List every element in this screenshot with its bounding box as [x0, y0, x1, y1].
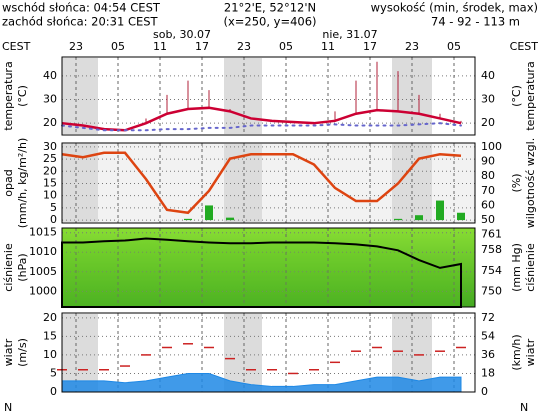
night-band — [62, 58, 98, 134]
coordinates: 21°2'E, 52°12'N — [224, 1, 316, 15]
y2-tick-label: 50 — [481, 213, 495, 226]
y2-tick-label: 40 — [481, 69, 495, 82]
y-tick-label: 20 — [43, 311, 57, 324]
night-band — [224, 58, 262, 134]
elevation: 74 - 92 - 113 m — [431, 15, 520, 29]
x-tick-label: 23 — [69, 40, 83, 53]
timezone: CEST — [510, 40, 539, 53]
y-axis-unit: (°C) — [16, 85, 29, 107]
y-axis-unit: (mm/h, kg/m²/h) — [16, 138, 29, 229]
y-tick-label: 10 — [43, 189, 57, 202]
y2-tick-label: 90 — [481, 155, 495, 168]
y-axis-label: ciśnienie — [2, 243, 15, 292]
x-tick-label: 23 — [405, 40, 419, 53]
y-tick-label: 5 — [50, 366, 57, 379]
night-band — [224, 314, 262, 391]
y2-tick-label: 0 — [481, 385, 488, 398]
bar — [184, 218, 192, 221]
grid-point: (x=250, y=406) — [223, 15, 316, 29]
y-tick-label: 10 — [43, 348, 57, 361]
direction-label: N — [4, 401, 12, 414]
y2-tick-label: 72 — [481, 311, 495, 324]
y-tick-label: 40 — [43, 69, 57, 82]
y-axis-unit: (m/s) — [16, 338, 29, 367]
elevation-title: wysokość (min, środek, max) — [371, 1, 538, 15]
bar — [226, 217, 234, 221]
x-tick-label: 11 — [153, 40, 167, 53]
y2-axis-label: temperatura — [524, 61, 537, 130]
panel-frame — [61, 142, 476, 224]
x-tick-label: 11 — [321, 40, 335, 53]
y2-tick-label: 80 — [481, 169, 495, 182]
y2-tick-label: 54 — [481, 329, 495, 342]
y-tick-label: 0 — [50, 385, 57, 398]
bar — [415, 215, 423, 221]
line — [61, 106, 462, 132]
bar — [457, 212, 465, 221]
day-label: nie, 31.07 — [322, 28, 377, 41]
panel-frame — [61, 227, 476, 308]
y-axis-label: temperatura — [2, 61, 15, 130]
y2-axis-unit: (km/h) — [510, 334, 523, 370]
y2-axis-unit: (mm Hg) — [510, 243, 523, 292]
day-label: sob, 30.07 — [153, 28, 211, 41]
y-tick-label: 20 — [43, 164, 57, 177]
x-tick-label: 23 — [237, 40, 251, 53]
y-tick-label: 1000 — [29, 284, 57, 297]
y2-tick-label: 761 — [481, 227, 502, 240]
y-axis-label: opad — [2, 169, 15, 196]
y2-tick-label: 100 — [481, 140, 502, 153]
y-tick-label: 25 — [43, 152, 57, 165]
y2-axis-unit: (%) — [510, 173, 523, 192]
line — [61, 151, 462, 215]
y-tick-label: 1010 — [29, 245, 57, 258]
y2-tick-label: 36 — [481, 348, 495, 361]
panel — [61, 227, 476, 308]
y2-tick-label: 70 — [481, 184, 495, 197]
y-tick-label: 0 — [50, 213, 57, 226]
y-tick-label: 15 — [43, 329, 57, 342]
x-tick-label: 17 — [195, 40, 209, 53]
night-band — [62, 314, 98, 391]
y-tick-label: 1015 — [29, 226, 57, 239]
bar — [205, 205, 213, 221]
y-tick-label: 30 — [43, 140, 57, 153]
x-tick-label: 05 — [279, 40, 293, 53]
y2-tick-label: 20 — [481, 116, 495, 129]
bar — [394, 218, 402, 221]
y-axis-unit: (hPa) — [16, 253, 29, 281]
y-tick-label: 30 — [43, 93, 57, 106]
y2-tick-label: 30 — [481, 93, 495, 106]
y2-tick-label: 754 — [481, 264, 502, 277]
y2-tick-label: 758 — [481, 243, 502, 256]
x-tick-label: 17 — [363, 40, 377, 53]
area — [61, 237, 462, 308]
area — [61, 372, 462, 393]
bar — [436, 200, 444, 221]
timezone: CEST — [2, 40, 31, 53]
panel-frame — [61, 56, 476, 136]
y2-tick-label: 60 — [481, 198, 495, 211]
y2-axis-unit: (°C) — [510, 85, 523, 107]
y-tick-label: 20 — [43, 116, 57, 129]
x-tick-label: 05 — [447, 40, 461, 53]
direction-label: N — [520, 401, 528, 414]
panel-frame — [61, 312, 476, 393]
sunrise: wschód słońca: 04:54 CEST — [2, 1, 161, 15]
y2-axis-label: ciśnienie — [524, 243, 537, 292]
y2-tick-label: 18 — [481, 366, 495, 379]
y-tick-label: 5 — [50, 201, 57, 214]
y2-axis-label: wilgotność wzgl. — [524, 138, 537, 228]
x-tick-label: 05 — [111, 40, 125, 53]
sunset: zachód słońca: 20:31 CEST — [2, 15, 159, 29]
y2-tick-label: 750 — [481, 285, 502, 298]
y-tick-label: 1005 — [29, 265, 57, 278]
y-tick-label: 15 — [43, 176, 57, 189]
y-axis-label: wiatr — [2, 338, 15, 366]
y2-axis-label: wiatr — [524, 338, 537, 366]
